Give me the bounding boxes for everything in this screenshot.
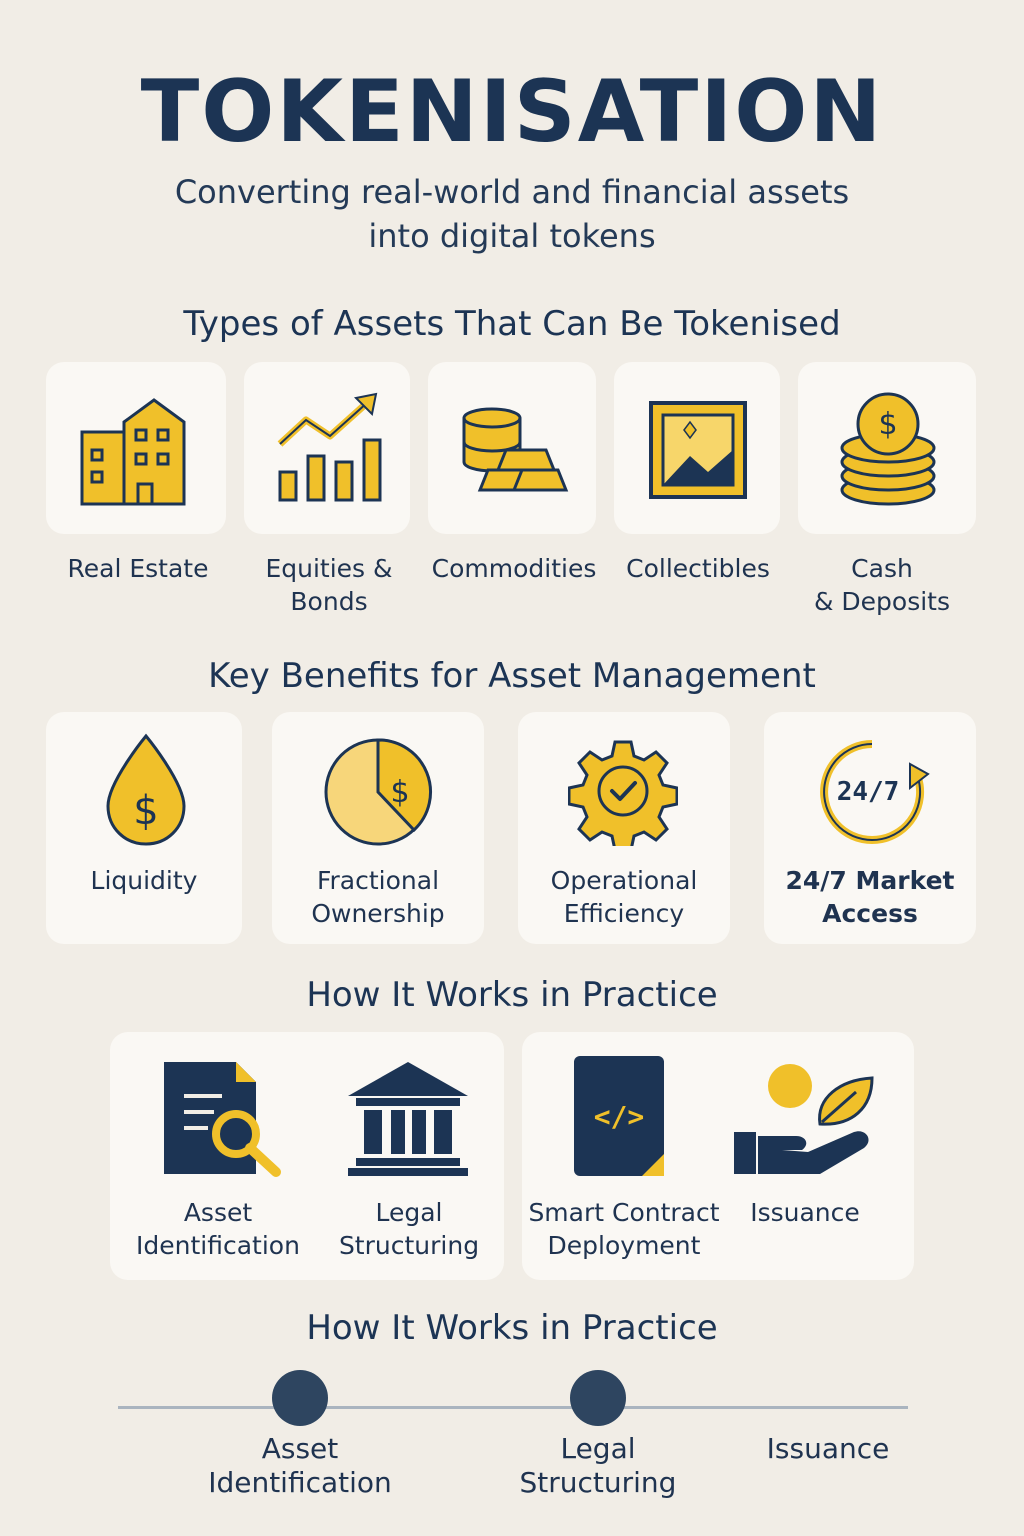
benefit-card-operational-efficiency: Operational Efficiency — [518, 712, 730, 944]
subtitle-line-1: Converting real-world and financial asse… — [174, 173, 850, 211]
timeline-step-label-3: Issuance — [766, 1432, 890, 1465]
asset-label-real-estate: Real Estate — [67, 554, 209, 583]
benefit-label-operational-efficiency: Operational Efficiency — [550, 866, 698, 928]
timeline-step-label-2: Legal Structuring — [519, 1432, 677, 1499]
asset-card-commodities — [428, 362, 596, 534]
page-title: TOKENISATION — [140, 62, 884, 162]
hand-coin-leaf-icon — [730, 1060, 880, 1180]
asset-label-collectibles: Collectibles — [626, 554, 770, 583]
bank-building-icon — [346, 1060, 470, 1178]
asset-card-real-estate — [46, 362, 226, 534]
picture-frame-icon — [648, 400, 748, 500]
svg-text:$: $ — [133, 788, 158, 834]
gold-bars-icon — [458, 398, 572, 498]
dollar-drop-icon: $ — [102, 732, 190, 848]
asset-card-equities-bonds — [244, 362, 410, 534]
timeline-section-title: How It Works in Practice — [306, 1308, 718, 1348]
clock-24-7-text: 24/7 — [837, 777, 900, 807]
asset-card-collectibles — [614, 362, 780, 534]
practice-label-legal-structuring: Legal Structuring — [338, 1198, 480, 1260]
practice-label-smart-contract-deployment: Smart Contract Deployment — [528, 1198, 720, 1260]
code-symbol-text: </> — [594, 1100, 645, 1133]
clock-24-7-icon: 24/7 — [814, 734, 930, 850]
asset-label-commodities: Commodities — [431, 554, 597, 583]
timeline-step-dot-1 — [272, 1370, 328, 1426]
benefit-card-liquidity: $ Liquidity — [46, 712, 242, 944]
assets-section-title: Types of Assets That Can Be Tokenised — [183, 304, 841, 344]
code-document-icon: </> — [572, 1054, 668, 1180]
building-icon — [76, 392, 196, 512]
benefit-label-liquidity: Liquidity — [90, 866, 198, 895]
svg-text:$: $ — [390, 775, 409, 810]
pie-chart-icon: $ — [322, 736, 434, 848]
timeline-line — [118, 1406, 908, 1409]
benefit-label-fractional-ownership: Fractional Ownership — [311, 866, 445, 928]
coin-stack-icon: $ — [836, 392, 940, 512]
asset-card-cash-deposits: $ — [798, 362, 976, 534]
page-subtitle: Converting real-world and financial asse… — [0, 170, 1024, 258]
subtitle-line-2: into digital tokens — [368, 217, 656, 255]
benefit-card-fractional-ownership: $ Fractional Ownership — [272, 712, 484, 944]
growth-chart-icon — [272, 392, 386, 506]
document-search-icon — [160, 1058, 284, 1182]
timeline-step-label-1: Asset Identification — [208, 1432, 392, 1499]
gear-check-icon — [568, 736, 678, 846]
timeline-step-dot-2 — [570, 1370, 626, 1426]
practice-label-asset-identification: Asset Identification — [136, 1198, 300, 1260]
practice-section-title: How It Works in Practice — [306, 975, 718, 1015]
practice-label-issuance: Issuance — [750, 1198, 860, 1227]
benefit-card-24-7-market-access: 24/7 24/7 Market Access — [764, 712, 976, 944]
svg-text:$: $ — [878, 407, 897, 442]
asset-label-cash-deposits: Cash & Deposits — [813, 554, 951, 616]
asset-label-equities-bonds: Equities & Bonds — [265, 554, 393, 616]
benefit-label-24-7-market-access: 24/7 Market Access — [785, 866, 955, 928]
benefits-section-title: Key Benefits for Asset Management — [208, 656, 816, 696]
